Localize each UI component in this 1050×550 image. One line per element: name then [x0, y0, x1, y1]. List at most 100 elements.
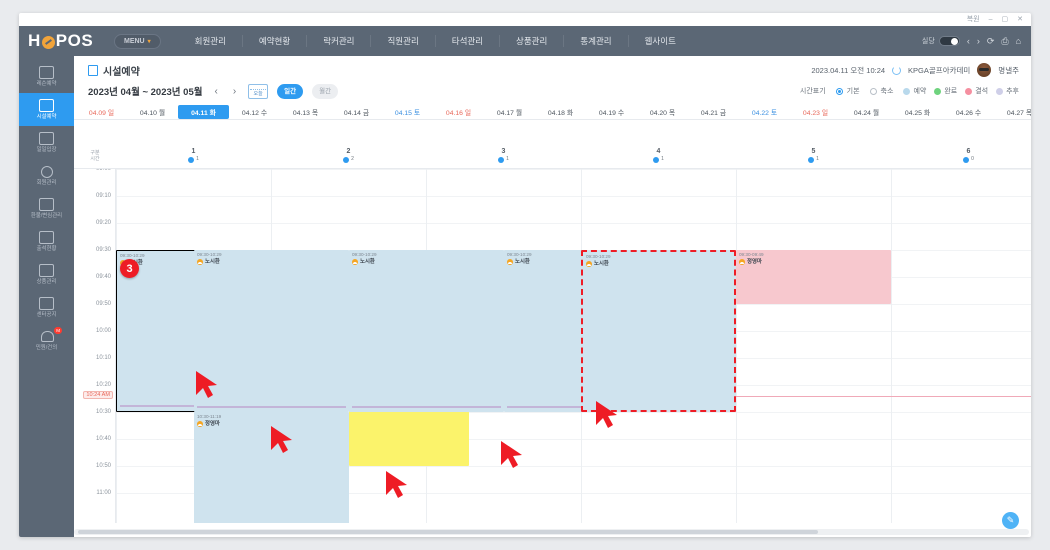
reservation-block[interactable]: 09:30-10:29 노시환: [349, 250, 504, 412]
legend-dot-complete: [934, 87, 942, 95]
member-name: 노시환: [515, 259, 530, 265]
mouse-cursor-icon: [596, 401, 617, 428]
page-header: 시설예약 2023.04.11 오전 10:24 KPGA골프아카데미 명낼주: [74, 56, 1031, 78]
date-tab-04-26[interactable]: 04.26 수: [955, 109, 982, 117]
refresh-icon[interactable]: [892, 65, 902, 75]
date-tab-04-17[interactable]: 04.17 월: [496, 109, 523, 117]
nav-link-staff[interactable]: 직원관리: [371, 35, 436, 47]
reservation-block[interactable]: 09:30-10:29 노시환: [194, 250, 349, 412]
avatar[interactable]: [977, 63, 992, 77]
date-tab-04-10[interactable]: 04.10 월: [139, 109, 166, 117]
header-right: 2023.04.11 오전 10:24 KPGA골프아카데미 명낼주: [811, 63, 1031, 77]
radio-basic[interactable]: 기본: [835, 86, 860, 96]
date-tab-04-21[interactable]: 04.21 금: [700, 109, 727, 117]
date-tab-04-12[interactable]: 04.12 수: [241, 109, 268, 117]
compose-fab-button[interactable]: ✎: [1002, 512, 1019, 529]
sidebar-item-refunds[interactable]: 환불/변심관리: [19, 192, 74, 225]
sidebar-item-daily-entry[interactable]: 일일입장: [19, 126, 74, 159]
grid-hline: [116, 223, 1031, 224]
next-period-button[interactable]: ›: [232, 85, 237, 97]
nav-link-products[interactable]: 상품관리: [500, 35, 565, 47]
member-name: 노시환: [360, 259, 375, 265]
sidebar-item-complaints[interactable]: M 민원/건의: [35, 327, 62, 351]
nav-right-controls: 실당 ‹ › ⟳ ⎙ ⌂: [922, 36, 1031, 47]
reservation-time: 09:30-10:29: [507, 252, 532, 257]
reservation-block[interactable]: 09:30-10:29 노시환: [581, 250, 736, 412]
date-tab-04-11[interactable]: 04.11 화: [178, 104, 229, 119]
date-tab-04-24[interactable]: 04.24 월: [853, 109, 880, 117]
radio-basic-label: 기본: [846, 88, 860, 95]
date-tab-04-19[interactable]: 04.19 수: [598, 109, 625, 117]
next-icon[interactable]: ›: [976, 36, 980, 46]
date-tab-04-27[interactable]: 04.27 목: [1006, 109, 1031, 117]
refresh-icon[interactable]: ⟳: [986, 35, 995, 46]
date-tab-04-23[interactable]: 04.23 일: [802, 109, 829, 117]
radio-compact[interactable]: 축소: [869, 86, 893, 96]
date-tab-strip[interactable]: 04.09 일 04.10 월 04.11 화 04.12 수 04.13 목 04.14…: [74, 104, 1031, 120]
column-number: 1: [191, 148, 196, 155]
time-label: 10:10: [95, 355, 111, 361]
notification-badge: M: [54, 327, 62, 334]
sidebar-item-facility[interactable]: 시설예약: [19, 93, 74, 126]
time-label: 09:00: [95, 169, 111, 172]
sidebar-item-members[interactable]: 회원관리: [19, 159, 74, 192]
prev-period-button[interactable]: ‹: [214, 85, 218, 97]
date-tab-04-09[interactable]: 04.09 일: [88, 109, 115, 117]
view-day-button[interactable]: 일간: [277, 83, 304, 99]
close-button[interactable]: ✕: [1017, 16, 1023, 23]
reservation-time: 09:30-09:49: [739, 252, 764, 257]
count-value: 0: [971, 156, 974, 162]
column-number: 6: [966, 148, 971, 155]
grid-hline: [116, 466, 1031, 467]
user-name: 명낼주: [998, 65, 1019, 75]
sidebar-item-attendance[interactable]: 출석현황: [19, 225, 74, 258]
today-button[interactable]: 오늘: [248, 83, 269, 99]
reservation-block[interactable]: 09:30-09:49 정영마: [736, 250, 891, 304]
nav-link-lockers[interactable]: 락커관리: [307, 35, 372, 47]
grid-body[interactable]: 09:00 09:10 09:20 09:30 09:40 09:50 10:00 10:10…: [74, 169, 1031, 523]
date-tab-04-20[interactable]: 04.20 목: [649, 109, 676, 117]
time-label: 10:20: [95, 382, 111, 388]
date-tab-04-15[interactable]: 04.15 토: [394, 109, 421, 117]
toggle-switch[interactable]: [938, 36, 960, 46]
nav-link-website[interactable]: 웹사이트: [644, 36, 676, 46]
date-tab-04-16[interactable]: 04.16 일: [445, 109, 472, 117]
print-icon[interactable]: ⎙: [1001, 35, 1009, 46]
sidebar-item-products[interactable]: 상품관리: [19, 258, 74, 291]
nav-link-members[interactable]: 회원관리: [179, 35, 243, 47]
nav-link-reservations[interactable]: 예약현황: [243, 35, 308, 47]
member-avatar-icon: [197, 421, 203, 427]
time-label: 09:50: [95, 301, 111, 307]
sidebar-item-notices[interactable]: 센터공지: [19, 291, 74, 324]
horizontal-scrollbar[interactable]: [74, 529, 1029, 535]
nav-link-statistics[interactable]: 통계관리: [564, 35, 629, 47]
date-tab-04-18[interactable]: 04.18 화: [547, 109, 574, 117]
megaphone-icon: [39, 297, 54, 310]
ticket-icon: [39, 264, 54, 277]
sidebar-item-lesson[interactable]: 레슨예약: [19, 60, 74, 93]
legend-label-absent: 결석: [975, 88, 989, 95]
column-count: 1: [426, 156, 581, 163]
column-number: 4: [656, 148, 661, 155]
minimize-button[interactable]: –: [988, 16, 993, 23]
date-tab-04-14[interactable]: 04.14 금: [343, 109, 370, 117]
center-name[interactable]: KPGA골프아카데미: [908, 65, 971, 75]
mode-toggle[interactable]: 실당: [922, 36, 960, 46]
brand-logo[interactable]: H POS: [19, 31, 114, 51]
menu-button[interactable]: MENU ▾: [114, 33, 161, 49]
date-tab-04-22[interactable]: 04.22 토: [751, 109, 778, 117]
view-month-button[interactable]: 월간: [312, 83, 339, 99]
nav-link-bays[interactable]: 타석관리: [436, 35, 501, 47]
maximize-button[interactable]: ▢: [1001, 16, 1009, 23]
prev-icon[interactable]: ‹: [966, 36, 970, 46]
time-label: 11:00: [96, 490, 111, 496]
home-icon[interactable]: ⌂: [1015, 36, 1021, 46]
date-tab-04-13[interactable]: 04.13 목: [292, 109, 319, 117]
date-tab-04-25[interactable]: 04.25 화: [904, 109, 931, 117]
